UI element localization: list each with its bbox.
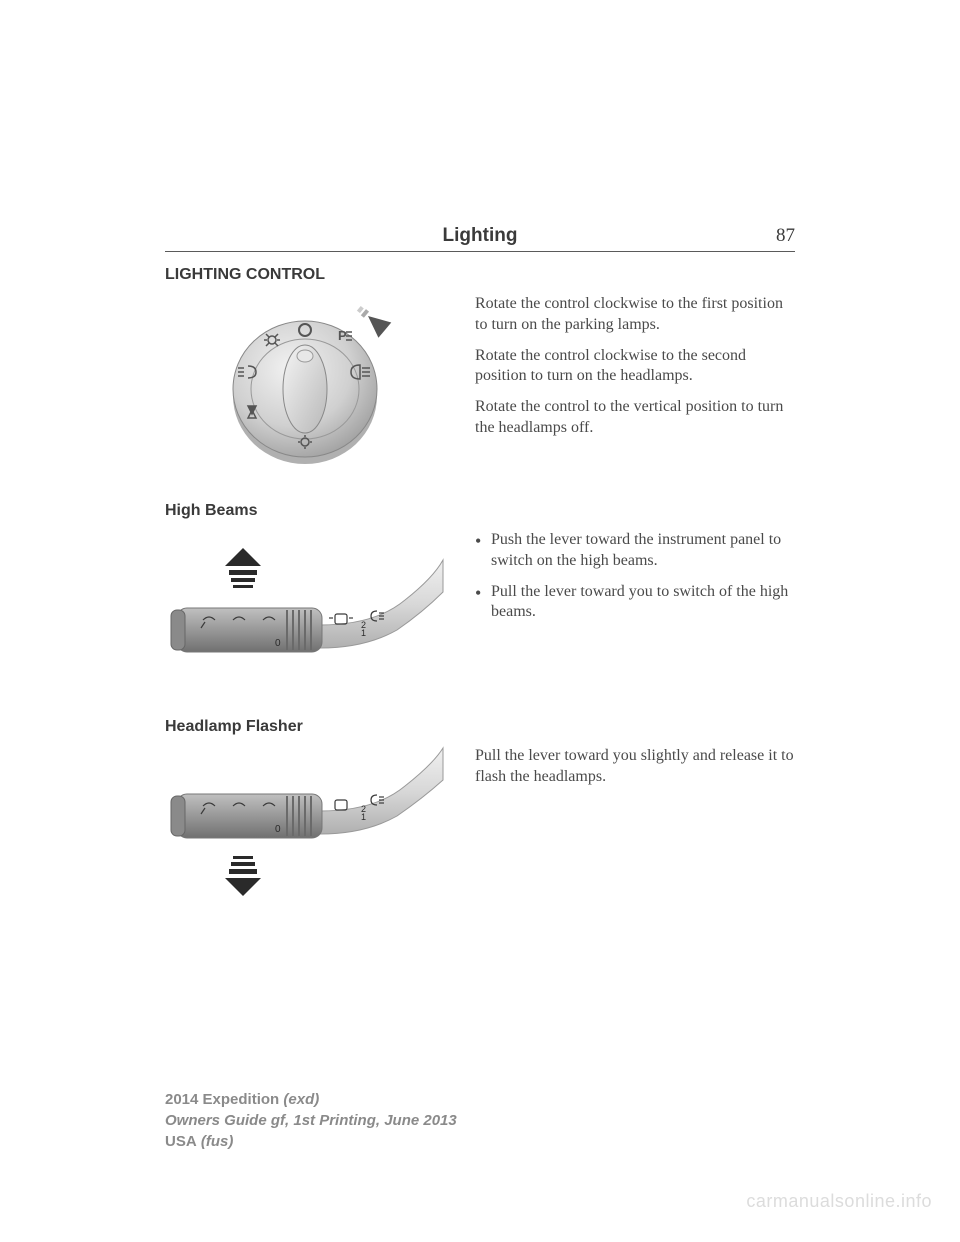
footer-line2: Owners Guide gf, 1st Printing, June 2013 — [165, 1110, 457, 1131]
flasher-block: 0 2 1 — [165, 746, 795, 906]
footer-code1: (exd) — [283, 1091, 319, 1108]
hb-li1: Push the lever toward the instrument pan… — [475, 530, 795, 572]
chapter-title: Lighting — [285, 225, 675, 247]
footer-code2: (fus) — [201, 1133, 234, 1150]
flasher-illustration: 0 2 1 — [165, 746, 455, 906]
hb-li2: Pull the lever toward you to switch of t… — [475, 582, 795, 624]
page-header: Lighting 87 — [165, 225, 795, 252]
subheading-flasher: Headlamp Flasher — [165, 718, 795, 736]
svg-text:1: 1 — [361, 812, 366, 822]
page-number: 87 — [675, 225, 795, 247]
flasher-text: Pull the lever toward you slightly and r… — [475, 746, 795, 906]
lighting-control-text: Rotate the control clockwise to the firs… — [475, 294, 795, 474]
manual-page: Lighting 87 LIGHTING CONTROL — [0, 0, 960, 906]
lighting-control-block: P — [165, 294, 795, 474]
svg-text:P: P — [338, 328, 347, 343]
subheading-high-beams: High Beams — [165, 502, 795, 520]
flasher-p1: Pull the lever toward you slightly and r… — [475, 746, 795, 788]
footer-line3: USA (fus) — [165, 1131, 457, 1152]
high-beams-block: 0 2 1 Push the lever toward the — [165, 530, 795, 690]
lc-p1: Rotate the control clockwise to the firs… — [475, 294, 795, 336]
page-footer: 2014 Expedition (exd) Owners Guide gf, 1… — [165, 1089, 457, 1152]
watermark: carmanualsonline.info — [746, 1191, 932, 1212]
svg-text:0: 0 — [275, 824, 281, 835]
footer-line1: 2014 Expedition (exd) — [165, 1089, 457, 1110]
svg-text:1: 1 — [361, 628, 366, 638]
high-beams-illustration: 0 2 1 — [165, 530, 455, 690]
dial-illustration: P — [165, 294, 455, 474]
lc-p2: Rotate the control clockwise to the seco… — [475, 346, 795, 388]
section-heading-lighting-control: LIGHTING CONTROL — [165, 266, 795, 284]
svg-text:0: 0 — [275, 638, 281, 649]
footer-region: USA — [165, 1133, 197, 1150]
footer-model: 2014 Expedition — [165, 1091, 279, 1108]
high-beams-text: Push the lever toward the instrument pan… — [475, 530, 795, 690]
lc-p3: Rotate the control to the vertical posit… — [475, 397, 795, 439]
